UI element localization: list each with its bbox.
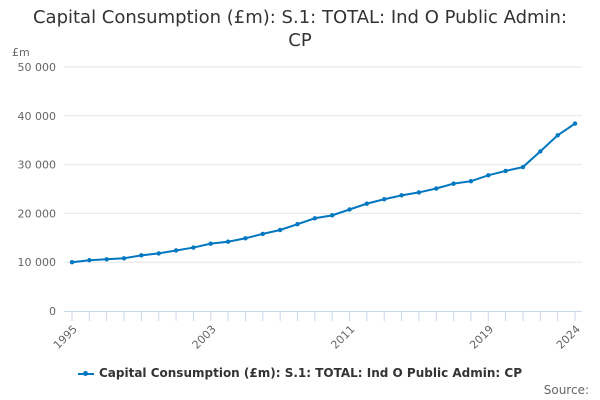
- x-tick-label: 2003: [190, 323, 219, 352]
- data-point: [399, 193, 404, 198]
- data-point: [208, 241, 213, 246]
- data-point: [69, 260, 75, 265]
- series-line: [71, 122, 576, 264]
- legend-item[interactable]: Capital Consumption (£m): S.1: TOTAL: In…: [0, 366, 600, 380]
- chart-title: Capital Consumption (£m): S.1: TOTAL: In…: [32, 7, 568, 51]
- legend-swatch: [77, 370, 94, 376]
- data-point: [121, 256, 127, 261]
- data-point: [468, 178, 474, 184]
- data-point: [173, 248, 179, 253]
- data-point: [434, 186, 439, 191]
- data-point: [364, 201, 370, 206]
- x-tick-label: 1995: [51, 323, 80, 352]
- legend-label: Capital Consumption (£m): S.1: TOTAL: In…: [98, 366, 522, 380]
- x-tick-label: 2024: [554, 323, 583, 352]
- data-point: [451, 181, 456, 186]
- data-point: [243, 236, 248, 241]
- data-point: [295, 221, 300, 227]
- data-point: [520, 164, 526, 170]
- x-tick-label: 2011: [328, 323, 357, 352]
- data-point: [555, 133, 560, 138]
- data-point: [260, 231, 265, 237]
- y-tick-label: 0: [49, 305, 56, 318]
- data-point: [225, 239, 231, 244]
- y-axis-unit: £m: [12, 46, 30, 59]
- data-point: [382, 197, 387, 202]
- data-point: [139, 253, 144, 258]
- data-point: [486, 173, 491, 178]
- data-point: [347, 207, 352, 212]
- y-tick-label: 20 000: [18, 207, 57, 220]
- data-point: [87, 258, 92, 263]
- data-point: [538, 149, 543, 154]
- data-point: [277, 227, 283, 233]
- data-point: [329, 213, 335, 218]
- data-point: [156, 251, 161, 256]
- data-point: [104, 257, 109, 262]
- y-tick-label: 50 000: [18, 61, 57, 74]
- data-point: [191, 245, 196, 250]
- y-tick-label: 40 000: [18, 110, 57, 123]
- y-tick-label: 30 000: [18, 159, 57, 172]
- data-point: [503, 168, 508, 174]
- data-point: [416, 190, 422, 195]
- x-tick-label: 2019: [467, 323, 496, 352]
- source-label: Source:: [543, 383, 589, 397]
- data-point: [312, 216, 318, 221]
- data-point: [572, 121, 578, 126]
- y-tick-label: 10 000: [18, 256, 57, 269]
